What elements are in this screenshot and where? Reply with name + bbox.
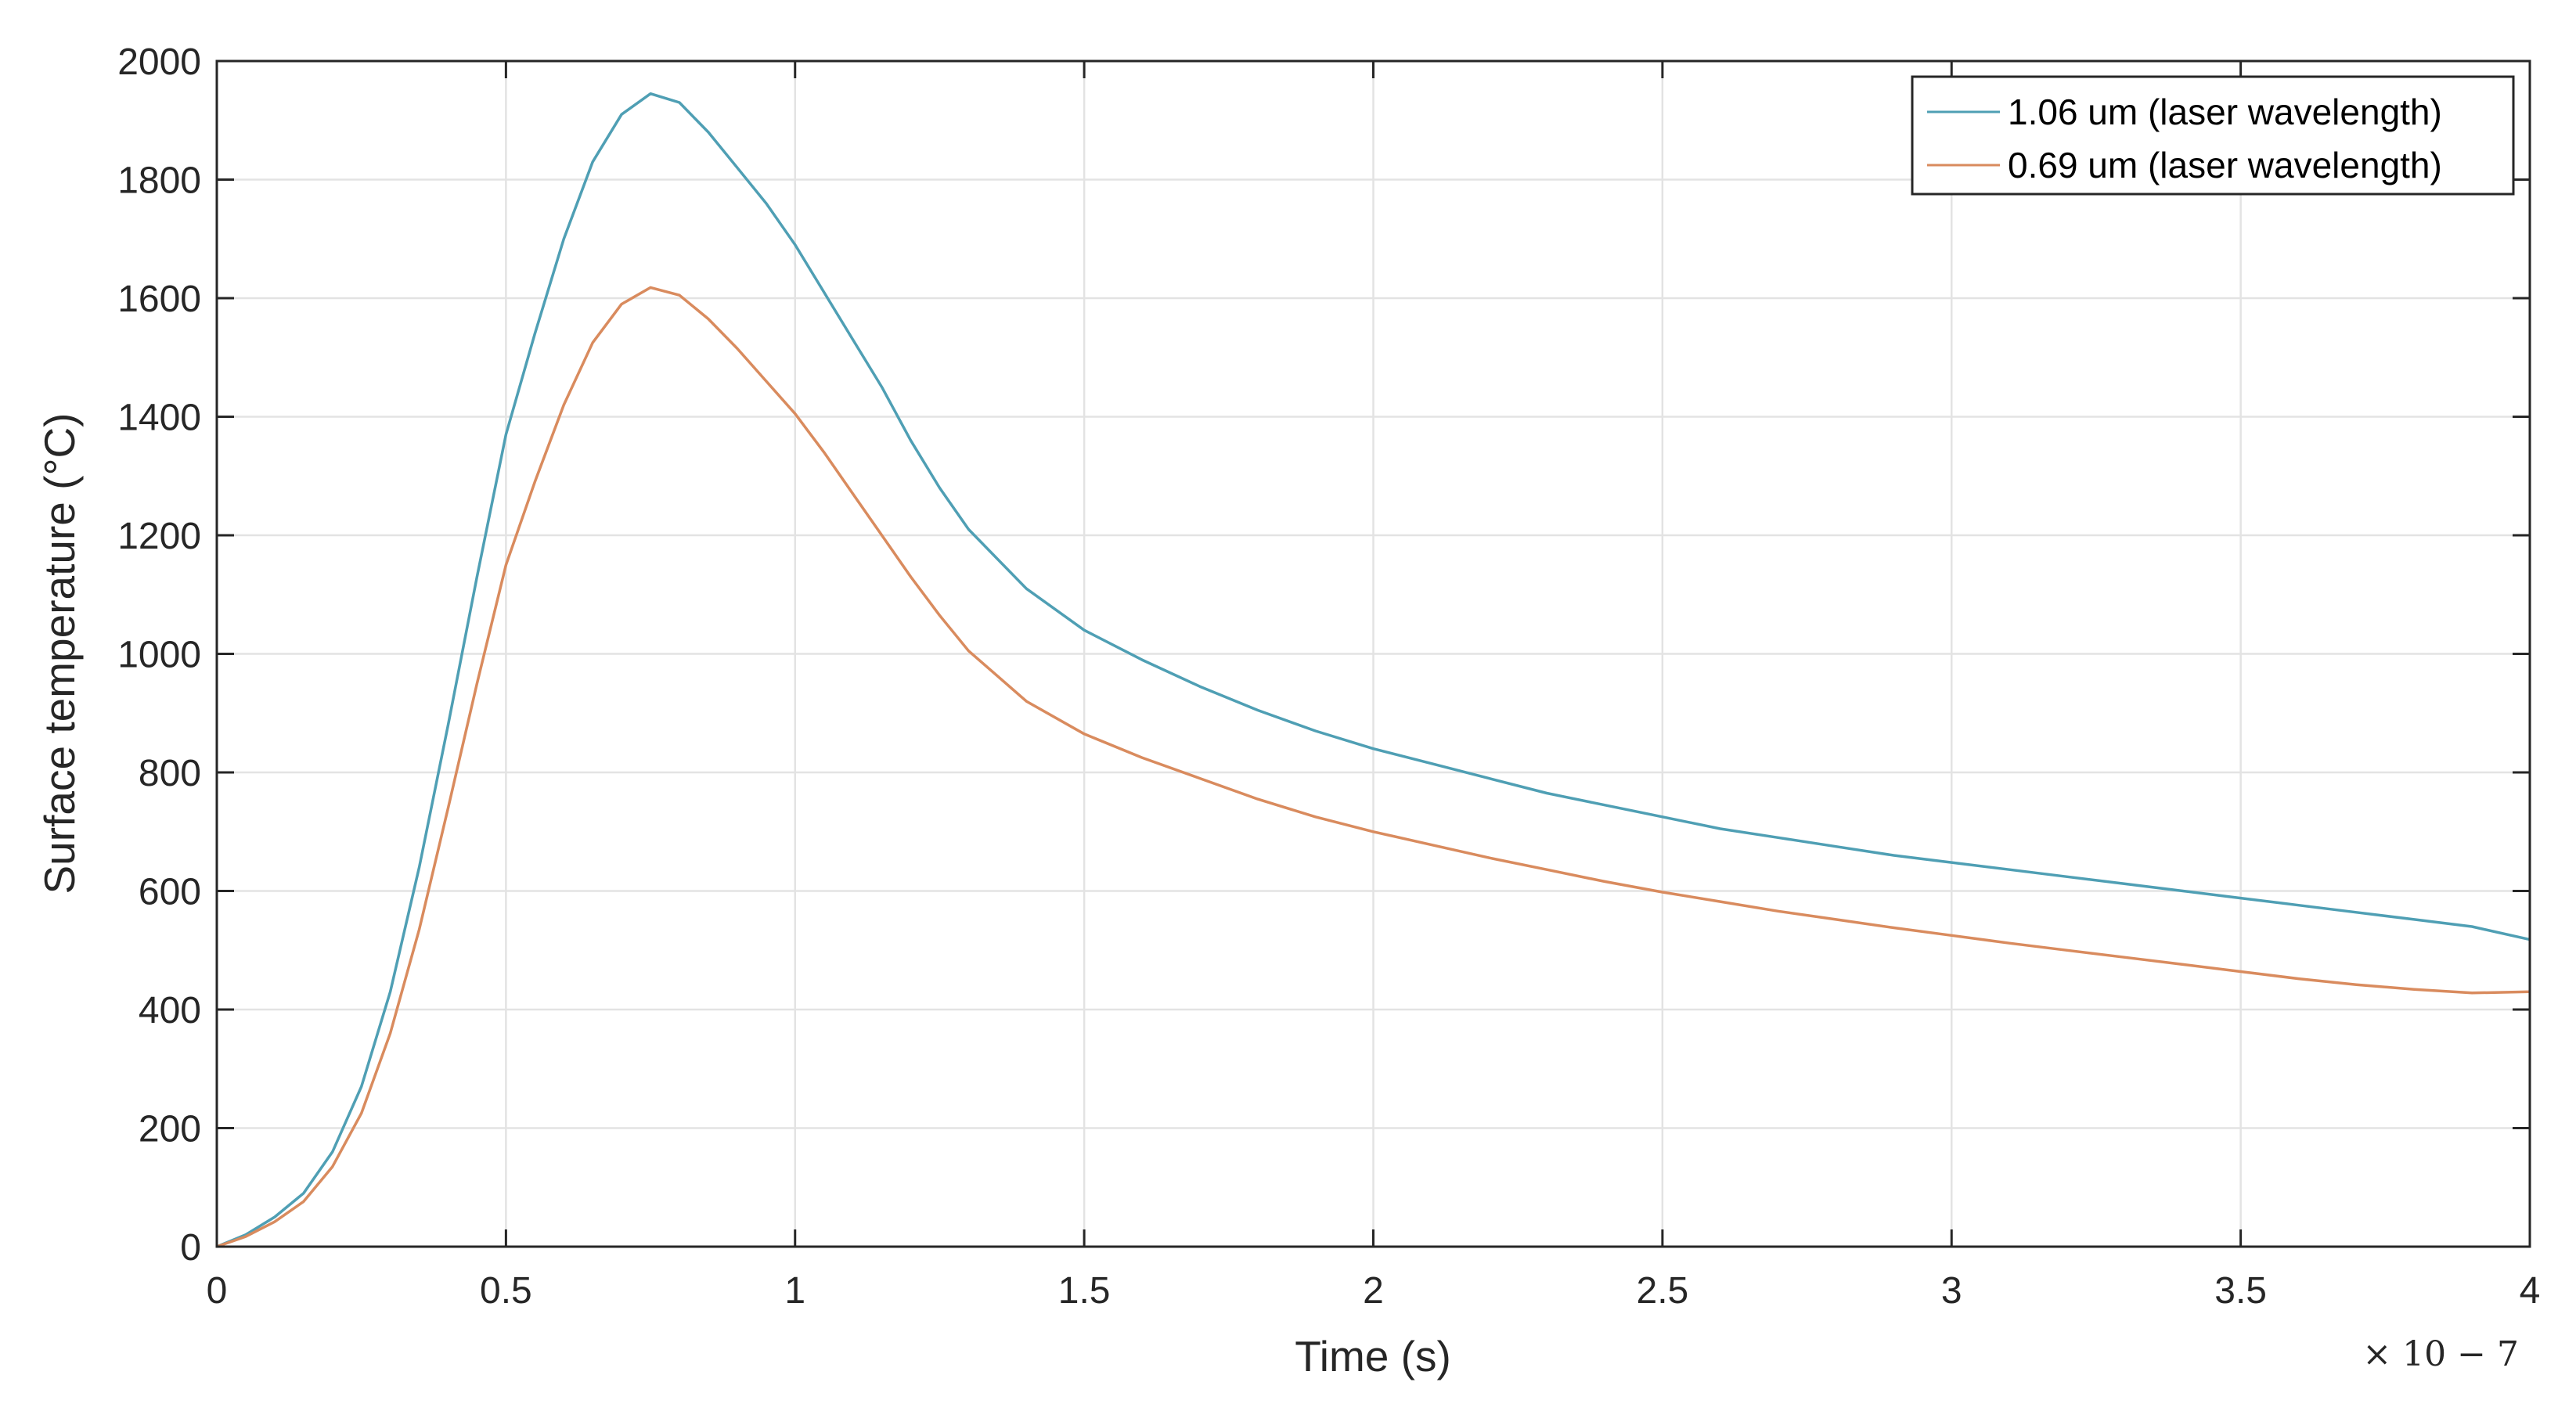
y-tick-label: 200: [139, 1109, 201, 1150]
x-axis-title: Time (s): [1295, 1332, 1451, 1380]
series-lines: [216, 92, 2531, 1248]
x-tick-label: 1.5: [1058, 1270, 1111, 1312]
y-tick-label: 1600: [117, 279, 201, 320]
y-tick-label: 1400: [117, 398, 201, 439]
legend-label-1-06um: 1.06 um (laser wavelength): [2008, 92, 2442, 132]
x-tick-label: 4: [2520, 1270, 2541, 1312]
x-tick-labels: 0 0.5 1 1.5 2 2.5 3 3.5 4: [207, 1270, 2541, 1312]
x-tick-label: 1: [784, 1270, 805, 1312]
x-tick-label: 0: [207, 1270, 228, 1312]
y-tick-label: 800: [139, 753, 201, 794]
x-tick-label: 0.5: [480, 1270, 532, 1312]
axis-ticks: [215, 59, 2531, 1248]
x-tick-label: 3: [1941, 1270, 1962, 1312]
y-tick-label: 0: [180, 1227, 201, 1269]
y-tick-labels: 0 200 400 600 800 1000 1200 1400 1600 1800 2000: [117, 41, 201, 1269]
y-axis-title: Surface temperature (°C): [35, 413, 84, 894]
legend-label-0-69um: 0.69 um (laser wavelength): [2008, 145, 2442, 185]
x-tick-label: 3.5: [2214, 1270, 2267, 1312]
y-tick-label: 1200: [117, 516, 201, 557]
series-line-0: [216, 92, 2531, 1248]
y-tick-label: 600: [139, 872, 201, 913]
x-tick-label: 2: [1363, 1270, 1384, 1312]
legend: 1.06 um (laser wavelength) 0.69 um (lase…: [1911, 75, 2515, 196]
y-tick-label: 1000: [117, 635, 201, 676]
y-tick-label: 400: [139, 990, 201, 1031]
y-tick-label: 1800: [117, 160, 201, 202]
legend-box: [1911, 75, 2515, 196]
x-tick-label: 2.5: [1637, 1270, 1689, 1312]
y-tick-label: 2000: [117, 41, 201, 83]
series-line-1: [216, 286, 2531, 1248]
x-axis-exponent: × 10 − 7: [2362, 1334, 2519, 1374]
